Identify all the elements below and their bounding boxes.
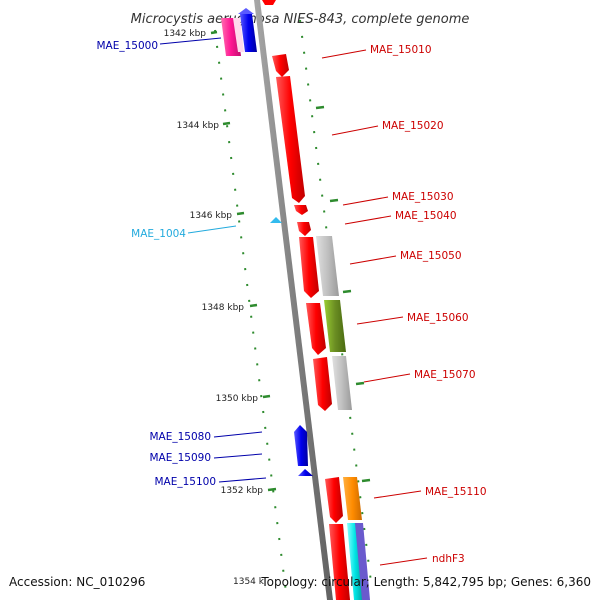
feature-grey[interactable]	[332, 356, 352, 410]
leader-line	[344, 215, 392, 225]
gene-MAE_15000-arrowhead[interactable]	[238, 8, 254, 14]
ruler-track-left	[214, 29, 288, 600]
gene-label-MAE_15090[interactable]: MAE_15090	[149, 452, 211, 464]
gene-MAE_15110-arrow[interactable]	[325, 477, 343, 523]
gene-label-MAE_15100[interactable]: MAE_15100	[154, 476, 216, 488]
gene-MAE_15020-arrow[interactable]	[276, 76, 305, 203]
genome-backbone	[254, 0, 333, 600]
leader-line	[218, 477, 267, 483]
gene-label-MAE_15080[interactable]: MAE_15080	[149, 431, 211, 443]
leader-line	[321, 49, 367, 59]
gene-label-MAE_15020[interactable]: MAE_15020	[382, 120, 444, 132]
gene-MAE_15040-arrow[interactable]	[297, 222, 311, 236]
kbp-tick-label: 1342 kbp	[164, 29, 207, 39]
gene-label-MAE_15030[interactable]: MAE_15030	[392, 191, 454, 203]
gene-label-MAE_15110[interactable]: MAE_15110	[425, 486, 487, 498]
leader-line	[379, 557, 428, 566]
gene-label-MAE_15070[interactable]: MAE_15070	[414, 369, 476, 381]
accession-label: Accession: NC_010296	[9, 575, 145, 589]
feature-cyan[interactable]	[347, 523, 363, 600]
feature-orange[interactable]	[343, 477, 362, 520]
gene-MAE_15010-arrow[interactable]	[272, 54, 289, 77]
gene-label-MAE_15040[interactable]: MAE_15040	[395, 210, 457, 222]
leader-line	[331, 125, 379, 136]
leader-line	[363, 373, 411, 383]
genome-title: Microcystis aeruginosa NIES-843, complet…	[131, 12, 470, 27]
gene-feature-partial[interactable]	[262, 0, 276, 5]
feature-grey[interactable]	[316, 236, 339, 296]
kbp-tick-label: 1344 kbp	[177, 121, 220, 131]
leader-line	[213, 453, 263, 459]
leader-line	[373, 490, 422, 499]
gene-label-ndhF3[interactable]: ndhF3	[432, 553, 465, 565]
gene-MAE_15080-arrow[interactable]	[294, 425, 308, 466]
feature-purple[interactable]	[355, 523, 370, 600]
feature-olive[interactable]	[324, 300, 346, 352]
gene-red-arrow[interactable]	[306, 303, 326, 355]
leader-line	[187, 225, 237, 234]
kbp-tick-label: 1354 k	[233, 577, 265, 587]
gene-label-MAE_1004[interactable]: MAE_1004	[131, 228, 186, 240]
kbp-tick-label: 1348 kbp	[202, 303, 245, 313]
leader-line	[349, 255, 397, 265]
kbp-tick-label: 1346 kbp	[190, 211, 233, 221]
gene-label-MAE_15060[interactable]: MAE_15060	[407, 312, 469, 324]
gene-label-MAE_15000[interactable]: MAE_15000	[96, 40, 158, 52]
leader-line	[342, 196, 389, 206]
kbp-tick-label: 1350 kbp	[216, 394, 259, 404]
gene-MAE_15000-arrow[interactable]	[240, 14, 257, 52]
gene-ndhF3-arrow[interactable]	[329, 524, 350, 600]
gene-red-arrow[interactable]	[299, 237, 319, 298]
gene-label-MAE_15050[interactable]: MAE_15050	[400, 250, 462, 262]
gene-MAE_15030-arrow[interactable]	[294, 205, 308, 215]
kbp-tick-label: 1352 kbp	[221, 486, 264, 496]
gene-red-arrow[interactable]	[313, 357, 332, 411]
gene-feature-light[interactable]	[233, 18, 244, 52]
leader-line	[213, 431, 263, 438]
gene-label-MAE_15010[interactable]: MAE_15010	[370, 44, 432, 56]
leader-line	[159, 37, 222, 45]
topology-summary: Topology: circular; Length: 5,842,795 bp…	[260, 575, 591, 589]
ruler-major-ticks	[210, 30, 371, 492]
gene-MAE_1004-marker[interactable]	[270, 217, 282, 223]
leader-line	[356, 316, 404, 325]
gene-MAE_15100-arrow[interactable]	[298, 469, 313, 476]
